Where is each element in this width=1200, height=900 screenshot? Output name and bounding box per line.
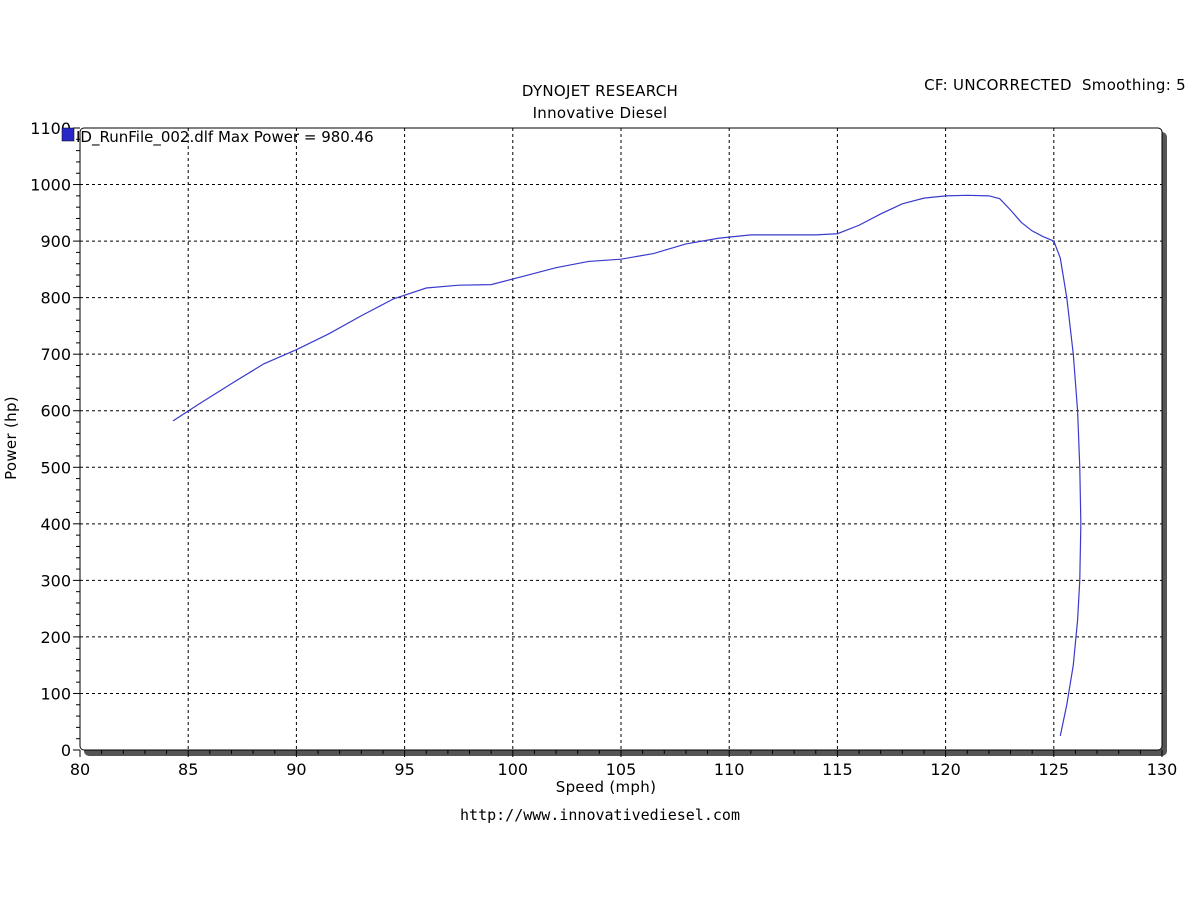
y-tick-label: 800 xyxy=(40,289,71,308)
y-tick-label: 500 xyxy=(40,458,71,477)
y-axis-title: Power (hp) xyxy=(2,396,20,480)
legend-marker[interactable] xyxy=(61,127,75,142)
chart-subtitle: Innovative Diesel xyxy=(532,104,668,122)
footer-url[interactable]: http://www.innovativediesel.com xyxy=(460,806,740,824)
chart-title: DYNOJET RESEARCH xyxy=(521,82,679,100)
y-tick-label: 200 xyxy=(40,628,71,647)
power-curve-line xyxy=(172,194,1082,736)
minor-ticks xyxy=(73,127,1163,757)
x-tick-label: 130 xyxy=(1147,760,1178,779)
x-tick-label: 110 xyxy=(714,760,745,779)
y-tick-label: 600 xyxy=(40,402,71,421)
x-tick-label: 85 xyxy=(178,760,198,779)
y-tick-label: 1000 xyxy=(30,176,71,195)
x-tick-label: 105 xyxy=(606,760,637,779)
y-axis-ticks: 0 100 200 300 400 500 600 700 800 900 1000 1100 xyxy=(30,119,71,760)
y-tick-label: 300 xyxy=(40,571,71,590)
x-tick-label: 90 xyxy=(286,760,306,779)
chart-title-block: DYNOJET RESEARCH Innovative Diesel xyxy=(400,80,800,124)
x-tick-label: 120 xyxy=(930,760,961,779)
grid xyxy=(80,128,1162,750)
x-tick-label: 100 xyxy=(498,760,529,779)
x-axis-ticks: 80 85 90 95 100 105 110 115 120 125 130 xyxy=(70,760,1177,779)
y-tick-label: 100 xyxy=(40,684,71,703)
x-tick-label: 125 xyxy=(1039,760,1070,779)
x-tick-label: 80 xyxy=(70,760,90,779)
correction-factor-info: CF: UNCORRECTED Smoothing: 5 xyxy=(924,76,1186,94)
y-tick-label: 700 xyxy=(40,345,71,364)
legend-label: ID_RunFile_002.dlf Max Power = 980.46 xyxy=(76,128,374,147)
x-tick-label: 95 xyxy=(394,760,414,779)
y-tick-label: 1100 xyxy=(30,119,71,138)
y-tick-label: 900 xyxy=(40,232,71,251)
x-tick-label: 115 xyxy=(822,760,853,779)
x-axis-title: Speed (mph) xyxy=(556,778,656,796)
y-tick-label: 0 xyxy=(61,741,71,760)
y-tick-label: 400 xyxy=(40,515,71,534)
